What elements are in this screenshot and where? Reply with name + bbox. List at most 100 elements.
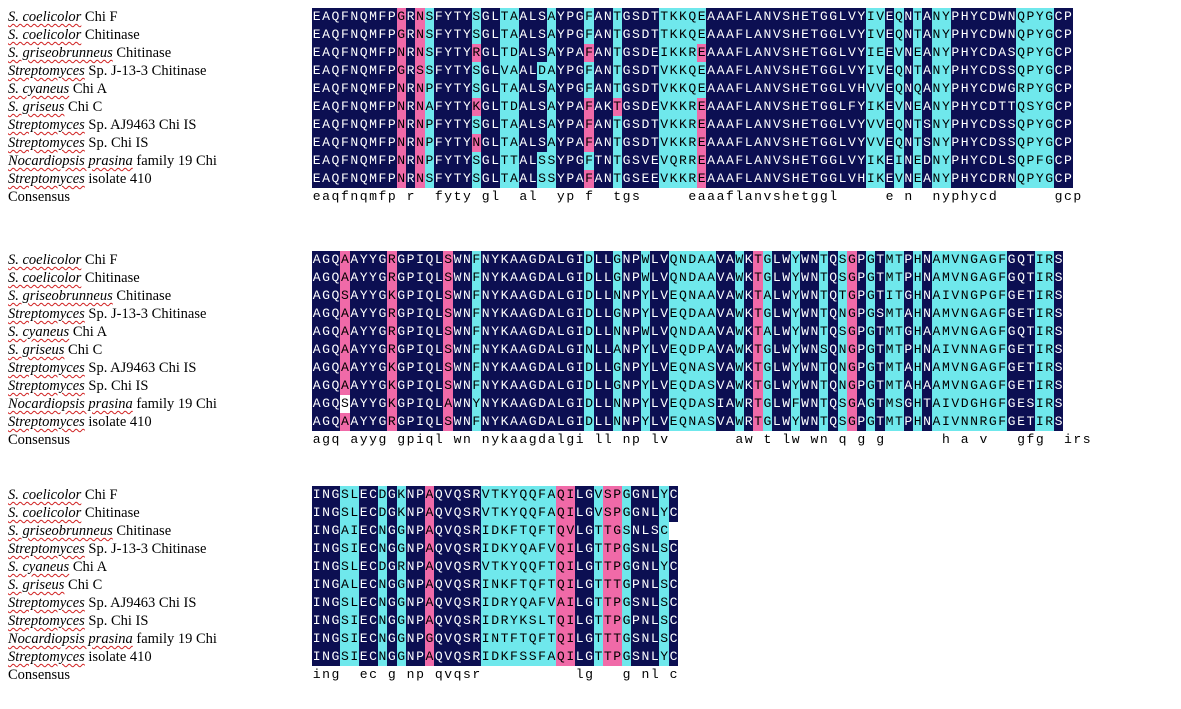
residue: L	[556, 413, 566, 431]
residue: N	[481, 323, 491, 341]
residue: E	[358, 504, 369, 522]
residue: W	[800, 251, 810, 269]
consensus-residue	[904, 431, 913, 449]
residue: K	[743, 323, 754, 341]
residue: Y	[462, 26, 472, 44]
residue: Y	[443, 170, 453, 188]
residue: F	[537, 540, 547, 558]
residue: N	[321, 558, 331, 576]
residue: D	[959, 395, 970, 413]
consensus-residue: n	[406, 667, 415, 682]
residue: A	[546, 26, 557, 44]
consensus-residue: e	[885, 189, 894, 204]
residue: A	[725, 341, 735, 359]
residue: A	[574, 170, 585, 188]
residue: S	[537, 8, 547, 26]
species-name: Streptomyces	[8, 306, 85, 322]
residue: T	[753, 251, 763, 269]
residue: A	[725, 8, 735, 26]
residue: L	[743, 26, 754, 44]
consensus-residue: w	[453, 432, 462, 447]
residue: Y	[443, 80, 453, 98]
residue: Y	[443, 8, 453, 26]
residue: A	[340, 251, 350, 269]
consensus-residue	[1007, 188, 1016, 206]
residue: A	[546, 305, 557, 323]
residue: Y	[462, 152, 472, 170]
residue: W	[781, 341, 791, 359]
residue: M	[941, 251, 951, 269]
residue: Y	[443, 62, 453, 80]
residue: T	[518, 576, 528, 594]
residue: Q	[527, 558, 538, 576]
residue: Q	[1016, 26, 1026, 44]
residue: A	[509, 413, 519, 431]
consensus-residue	[397, 188, 406, 206]
residue: N	[762, 62, 773, 80]
residue: P	[631, 305, 641, 323]
residue: A	[762, 323, 773, 341]
residue: N	[931, 80, 942, 98]
residue: L	[743, 62, 754, 80]
residue: T	[819, 323, 829, 341]
residue: S	[462, 612, 472, 630]
residue: Y	[941, 44, 951, 62]
residue: G	[621, 612, 632, 630]
residue: V	[443, 648, 453, 666]
consensus-residue: l	[491, 189, 500, 204]
residue: H	[913, 341, 923, 359]
residue: D	[687, 377, 698, 395]
residue: R	[387, 305, 397, 323]
residue: A	[546, 341, 557, 359]
residue: G	[828, 170, 838, 188]
residue: Q	[330, 62, 341, 80]
residue: I	[481, 522, 491, 540]
residue: G	[330, 504, 341, 522]
residue: I	[866, 8, 876, 26]
residue: V	[715, 413, 726, 431]
residue: L	[527, 152, 538, 170]
residue: P	[405, 341, 416, 359]
residue: A	[725, 134, 735, 152]
residue: I	[312, 540, 322, 558]
residue: E	[697, 116, 707, 134]
residue: G	[396, 341, 406, 359]
residue: Y	[790, 413, 801, 431]
residue: S	[1006, 116, 1017, 134]
residue: A	[518, 251, 528, 269]
residue: G	[527, 377, 538, 395]
residue: H	[913, 377, 923, 395]
residue: P	[415, 504, 425, 522]
residue: V	[950, 269, 960, 287]
residue: S	[781, 8, 791, 26]
residue: I	[894, 152, 904, 170]
residue: L	[434, 377, 444, 395]
residue: A	[556, 594, 566, 612]
consensus-residue	[425, 188, 434, 206]
residue: G	[481, 116, 491, 134]
residue: D	[988, 116, 998, 134]
residue: G	[574, 80, 585, 98]
residue: A	[509, 8, 519, 26]
species-label: Nocardiopsis prasina family 19 Chi	[8, 630, 308, 648]
species-descriptor: Sp. AJ9463 Chi IS	[84, 360, 197, 376]
residue: N	[603, 80, 613, 98]
consensus-residue: r	[406, 189, 415, 204]
residue: F	[509, 630, 519, 648]
residue: H	[790, 98, 801, 116]
residue: I	[1035, 305, 1045, 323]
residue: I	[312, 504, 322, 522]
residue: L	[640, 522, 651, 540]
residue: I	[1035, 359, 1045, 377]
residue: A	[725, 62, 735, 80]
residue: F	[584, 62, 594, 80]
residue: L	[574, 630, 585, 648]
residue: Y	[790, 323, 801, 341]
residue: G	[481, 170, 491, 188]
residue: F	[377, 44, 388, 62]
residue: T	[603, 540, 613, 558]
residue: Y	[556, 152, 566, 170]
residue: G	[631, 486, 641, 504]
